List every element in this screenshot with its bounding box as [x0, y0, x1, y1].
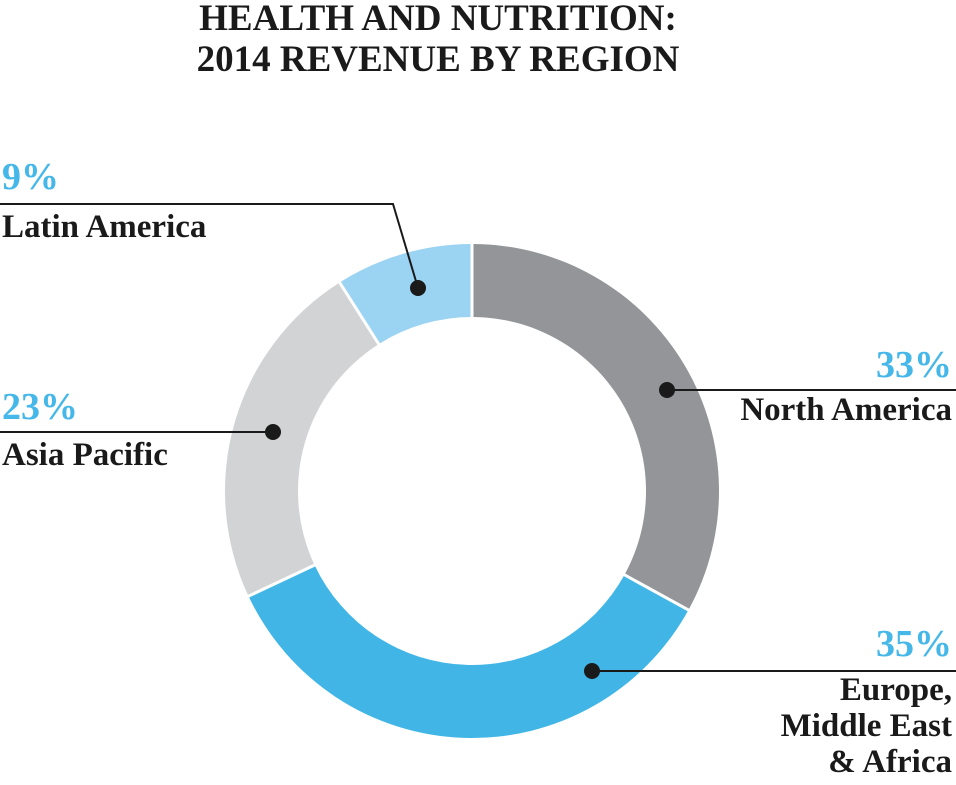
latin-america-callout-line	[0, 203, 419, 289]
chart-title: HEALTH AND NUTRITION: 2014 REVENUE BY RE…	[0, 0, 876, 80]
chart-title-line1: HEALTH AND NUTRITION:	[199, 0, 677, 39]
europe-middle-east-africa-callout-dot	[584, 663, 600, 679]
emea-region-label: Europe, Middle East & Africa	[780, 672, 952, 780]
latin-america-callout-dot	[410, 280, 426, 296]
north-america-pct-label: 33%	[876, 344, 952, 386]
donut-segment-north-america	[472, 244, 719, 610]
asia-pacific-pct-label: 23%	[2, 386, 78, 428]
donut-segment-asia-pacific	[224, 282, 379, 597]
emea-pct-label: 35%	[876, 623, 952, 665]
latin-america-region-label: Latin America	[2, 209, 207, 245]
segment-separator	[337, 279, 382, 347]
asia-pacific-region-label: Asia Pacific	[2, 437, 168, 473]
asia-pacific-callout-dot	[265, 424, 281, 440]
donut-segment-europe-middle-east-africa	[248, 565, 689, 739]
north-america-callout-dot	[659, 382, 675, 398]
segment-separator	[246, 562, 318, 599]
chart-title-line2: 2014 REVENUE BY REGION	[196, 39, 680, 80]
north-america-region-label: North America	[740, 392, 952, 428]
segment-separator	[622, 572, 691, 613]
latin-america-pct-label: 9%	[2, 156, 59, 198]
donut-segment-latin-america	[339, 244, 472, 345]
